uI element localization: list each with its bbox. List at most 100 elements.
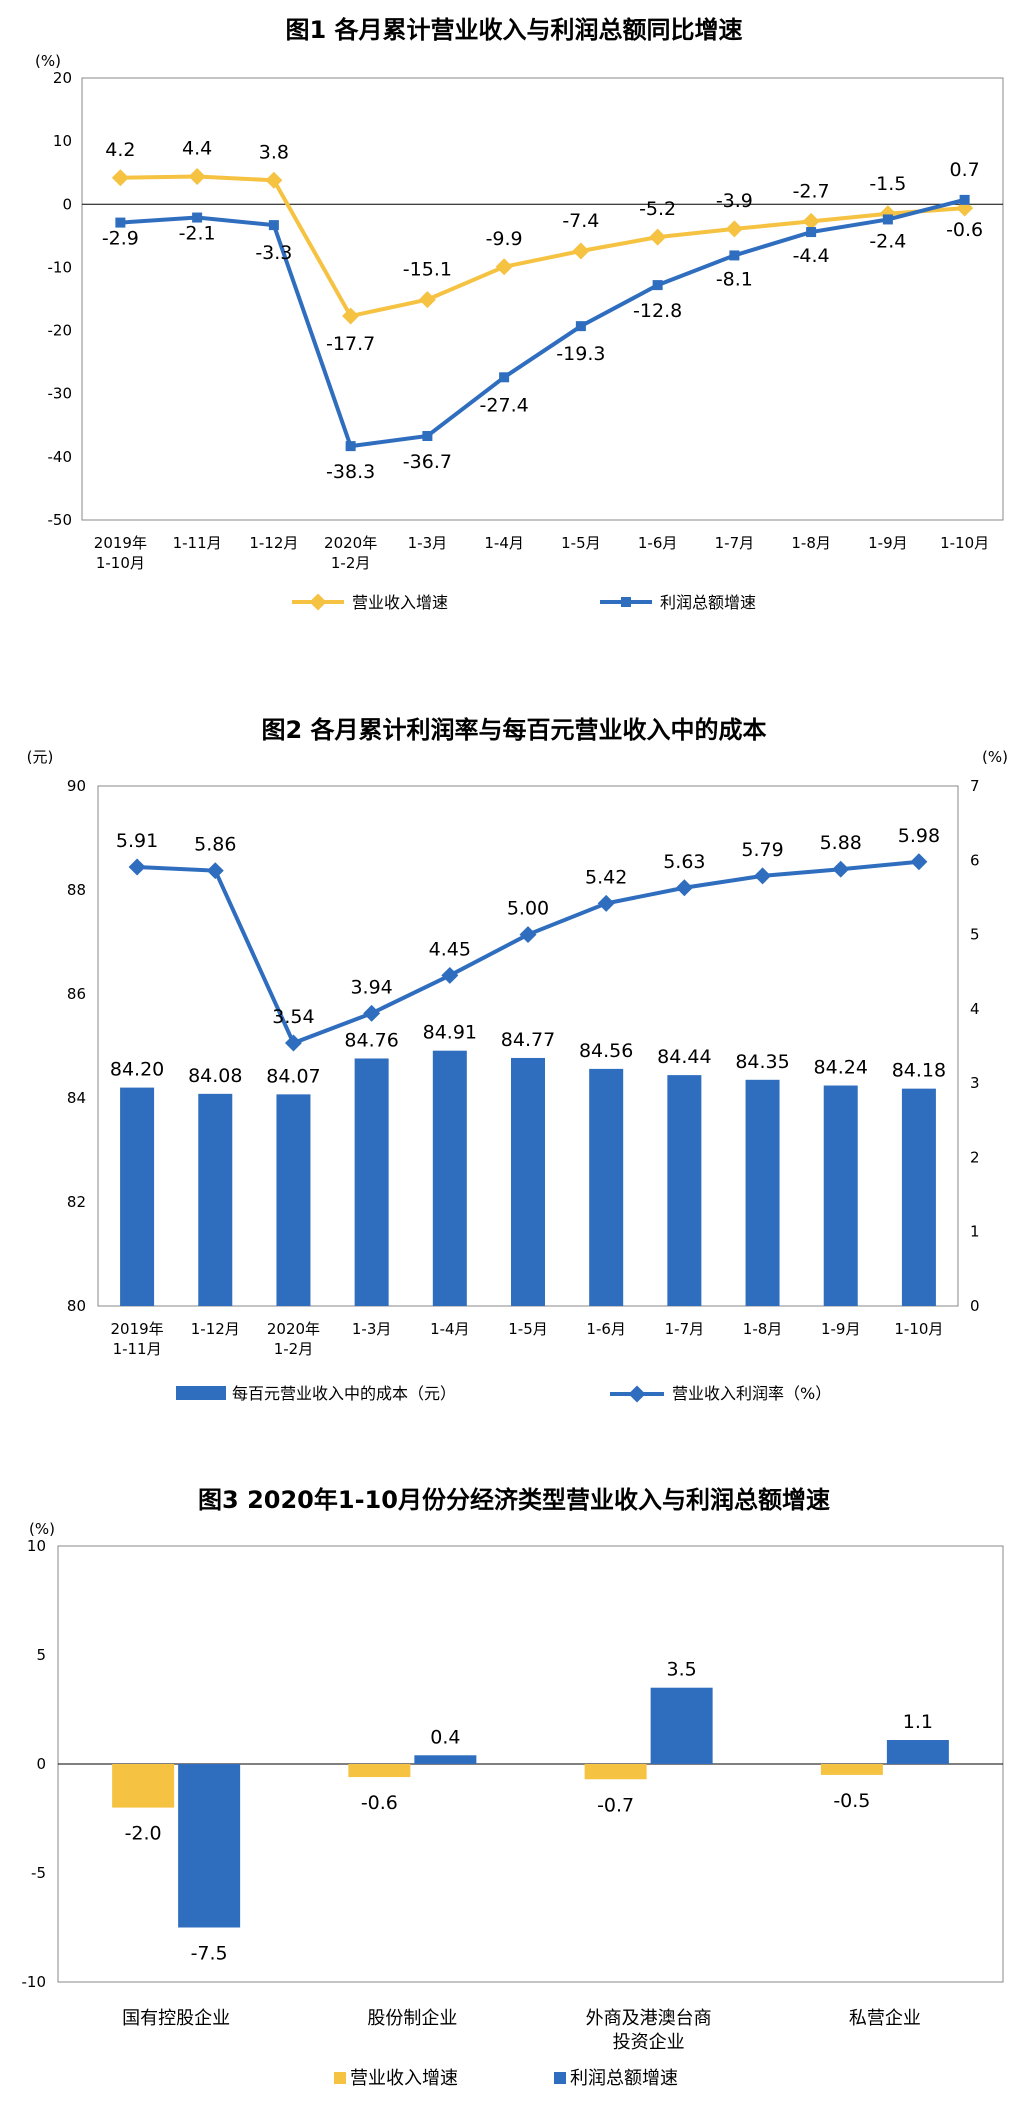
x-tick-label: 外商及港澳台商 [586,2008,712,2029]
bar-value-label: 84.35 [735,1051,789,1073]
data-point [265,171,283,189]
chart-1: 图1 各月累计营业收入与利润总额同比增速 (%) 20 10 0 -10 -20 -30 -40… [0,0,1028,640]
y-tick-label: -10 [22,1973,47,1991]
plot-frame [81,77,1004,521]
x-tick-label: 1-6月 [638,534,678,552]
y-left-tick-label: 82 [67,1193,86,1211]
bar [276,1094,311,1306]
bar-value-label: 1.1 [903,1711,933,1733]
x-tick-label: 1-12月 [191,1320,240,1338]
y-right-tick-label: 7 [970,777,980,795]
x-tick-label: 1-8月 [791,534,831,552]
data-point [342,307,360,325]
y-unit-label: (%) [35,52,61,70]
data-label: 3.8 [259,141,289,163]
bar-value-label: 84.76 [344,1029,398,1051]
bar-value-label: 84.56 [579,1040,633,1062]
bar-value-label: 84.08 [188,1065,242,1087]
y-tick-label: 0 [36,1755,46,1773]
data-point [499,372,510,383]
bar [178,1764,241,1928]
bar-value-label: -7.5 [191,1943,228,1965]
y-right-tick-label: 6 [970,851,980,869]
line-value-label: 5.91 [116,830,158,852]
data-label: 4.2 [105,139,135,161]
data-label: -3.3 [255,242,292,264]
data-label: -36.7 [403,451,452,473]
x-tick-label: 2019年 [110,1320,163,1338]
y-left-tick-label: 86 [67,985,86,1003]
bar [112,1764,175,1808]
data-label: -19.3 [556,343,605,365]
legend-swatch-1 [334,2072,346,2084]
x-tick-label: 股份制企业 [367,2008,457,2029]
data-point [729,250,740,261]
y-left-tick-label: 80 [67,1297,86,1315]
x-tick-label: 1-2月 [331,554,371,572]
x-tick-label: 1-3月 [352,1320,392,1338]
y-right-unit-label: (%) [982,748,1008,766]
legend-marker-2 [628,1385,646,1403]
bar [823,1085,858,1306]
bar [584,1764,647,1780]
bar-value-label: 84.07 [266,1065,320,1087]
y-tick-label: -20 [48,322,73,340]
bar [511,1057,545,1306]
line-value-label: 3.94 [350,976,392,998]
x-tick-label: 1-11月 [173,534,222,552]
bar-value-label: -0.5 [833,1790,870,1812]
y-right-tick-label: 2 [970,1148,980,1166]
bar-value-label: -0.6 [361,1792,398,1814]
x-tick-label: 1-7月 [715,534,755,552]
data-point [206,862,224,880]
series-line-2 [120,197,966,449]
profit-rate-line [136,859,920,1046]
bar [667,1075,702,1306]
bar-value-label: 84.20 [110,1059,164,1081]
data-point [725,220,743,238]
bar-value-label: 84.91 [423,1022,477,1044]
line-value-label: 5.88 [820,832,862,854]
x-tick-label: 1-10月 [894,1320,943,1338]
x-tick-label: 1-4月 [484,534,524,552]
chart-2: 图2 各月累计利润率与每百元营业收入中的成本 (元) (%) 90 88 86 84 82 80… [0,700,1028,1440]
data-label: 0.7 [950,159,980,181]
data-point [575,321,586,332]
chart-title: 图3 2020年1-10月份分经济类型营业收入与利润总额增速 [198,1486,830,1514]
bar [650,1687,713,1764]
data-label: -3.9 [716,190,753,212]
y-tick-label: 10 [27,1537,46,1555]
data-point [882,214,893,225]
data-label: -15.1 [403,259,452,281]
data-point [802,212,820,230]
x-tick-label: 1-2月 [274,1340,314,1358]
data-label: -8.1 [716,268,753,290]
chart-title: 图2 各月累计利润率与每百元营业收入中的成本 [261,716,766,744]
y-right-tick-label: 3 [970,1074,980,1092]
data-point [268,220,279,231]
bar-value-label: 3.5 [667,1659,697,1681]
y-unit-label: (%) [29,1520,55,1538]
x-tick-label: 1-9月 [821,1320,861,1338]
line-value-label: 5.63 [663,851,705,873]
x-tick-label: 1-4月 [430,1320,470,1338]
y-tick-label: 0 [62,195,72,213]
y-tick-label: -40 [48,448,73,466]
bar-value-label: 0.4 [430,1726,460,1748]
chart-3-svg: 图3 2020年1-10月份分经济类型营业收入与利润总额增速 (%)10 5 0 -5 -… [22,1486,1004,2089]
bar [120,1087,155,1306]
bar [414,1755,477,1764]
data-point [597,894,615,912]
bar [886,1740,949,1764]
line-value-label: 5.00 [507,898,549,920]
data-label: -2.1 [179,223,216,245]
data-point [422,431,433,442]
line-value-label: 5.79 [741,839,783,861]
legend-swatch-1 [176,1386,226,1400]
data-point [363,1004,381,1022]
data-point [441,966,459,984]
series-line-1 [120,174,965,319]
data-label: -27.4 [480,394,529,416]
bar [198,1093,233,1306]
x-tick-label: 2020年 [324,534,377,552]
